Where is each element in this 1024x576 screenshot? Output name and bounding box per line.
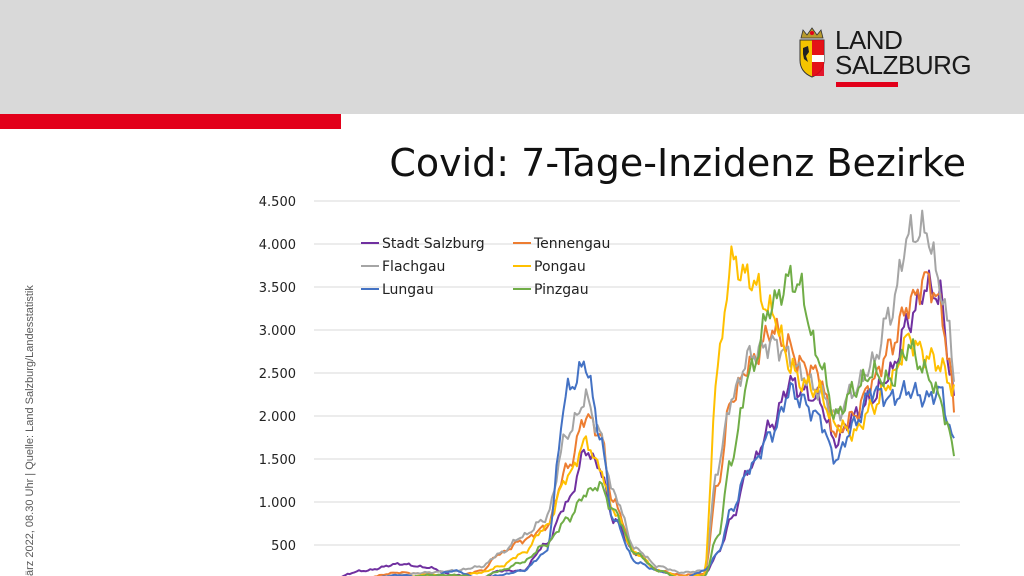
y-tick-label: 500 xyxy=(271,539,296,554)
logo-line-1: LAND xyxy=(835,25,903,55)
accent-bar xyxy=(0,114,341,129)
legend-label: Lungau xyxy=(382,282,434,298)
legend-label: Flachgau xyxy=(382,259,445,275)
legend-label: Stadt Salzburg xyxy=(382,236,485,252)
y-tick-label: 2.500 xyxy=(259,367,296,382)
y-tick-label: 3.000 xyxy=(259,324,296,339)
page-title: Covid: 7-Tage-Inzidenz Bezirke xyxy=(389,141,966,185)
y-axis-ticks: 500 1.000 1.500 2.000 2.500 3.000 3.500 4.000 4.… xyxy=(259,195,296,554)
land-salzburg-logo[interactable]: LAND SALZBURG xyxy=(795,26,975,90)
series-line-flachgau xyxy=(383,209,955,576)
y-tick-label: 2.000 xyxy=(259,410,296,425)
y-tick-label: 4.000 xyxy=(259,238,296,253)
y-tick-label: 3.500 xyxy=(259,281,296,296)
y-tick-label: 4.500 xyxy=(259,195,296,210)
logo-underline xyxy=(836,82,898,87)
header-band xyxy=(0,0,1024,114)
series-line-lungau xyxy=(381,360,955,576)
y-tick-label: 1.000 xyxy=(259,496,296,511)
chart-grid xyxy=(314,200,960,546)
logo-line-2: SALZBURG xyxy=(835,50,972,80)
legend-label: Tennengau xyxy=(533,236,610,252)
legend-label: Pinzgau xyxy=(534,282,589,298)
y-tick-label: 1.500 xyxy=(259,453,296,468)
logo-text: LAND SALZBURG xyxy=(835,25,972,80)
salzburg-crest-icon xyxy=(799,27,825,78)
legend-label: Pongau xyxy=(534,259,586,275)
chart-legend: Stadt Salzburg Tennengau Flachgau Pongau Lun… xyxy=(361,236,610,298)
